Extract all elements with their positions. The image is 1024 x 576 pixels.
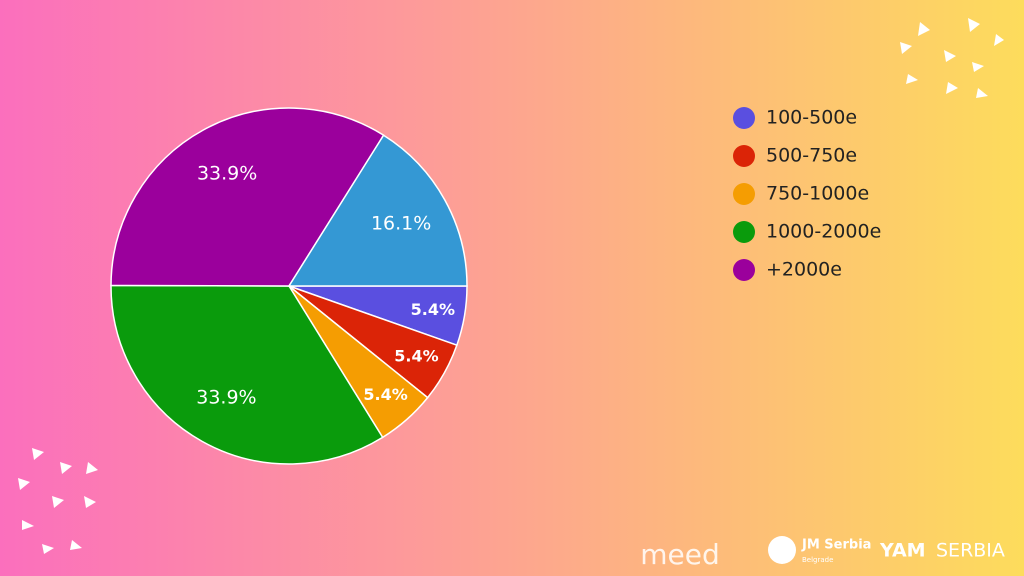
pie-slice [110,107,385,287]
pie-slice [110,284,384,465]
data-label: 5.4% [394,347,438,366]
decoration [18,18,1004,554]
legend-label: 1000-2000e [766,221,881,243]
legend-label: +2000e [766,259,842,281]
legend-label: 500-750e [766,145,857,167]
legend-swatch [733,183,755,205]
logo: meed [640,538,720,571]
logo: JM Serbia [801,538,871,553]
data-label: 33.9% [197,162,257,184]
data-label: 16.1% [371,212,431,234]
logo: SERBIA [936,540,1005,562]
data-label: 5.4% [411,300,455,319]
legend-swatch [733,107,755,129]
logo: Belgrade [802,556,833,564]
logo: YAM [879,540,926,562]
legend-label: 100-500e [766,107,857,129]
legend-swatch [733,259,755,281]
legend-label: 750-1000e [766,183,869,205]
data-label: 33.9% [196,386,256,408]
pie-slice [287,134,468,287]
legend-swatch [733,221,755,243]
data-label: 5.4% [363,385,407,404]
legend-swatch [733,145,755,167]
logo-icon [768,536,796,564]
